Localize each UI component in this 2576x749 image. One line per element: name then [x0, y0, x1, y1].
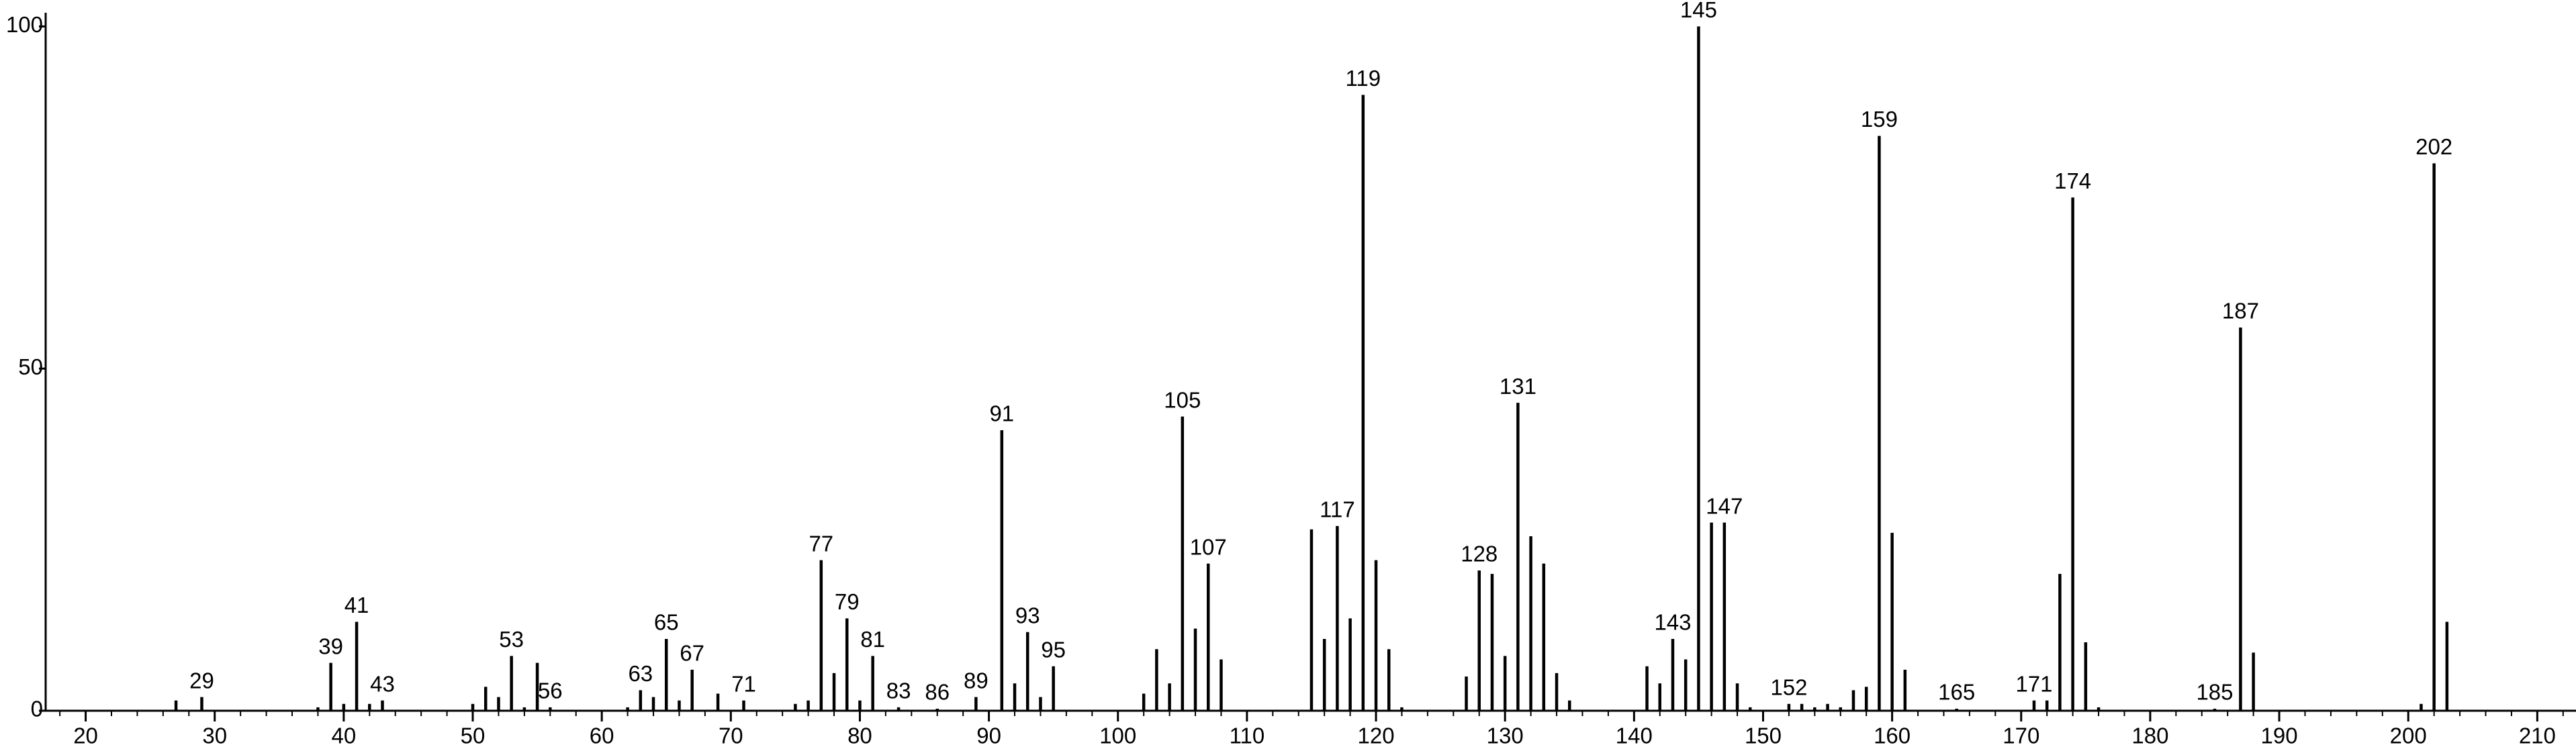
peak-label: 41 [344, 593, 369, 617]
peak-label: 131 [1500, 374, 1536, 399]
peak-label: 89 [964, 668, 988, 693]
x-tick-label: 200 [2390, 723, 2427, 748]
x-tick-label: 80 [847, 723, 872, 748]
peak-label: 105 [1164, 387, 1201, 412]
x-tick-label: 70 [719, 723, 743, 748]
peak-label: 119 [1346, 66, 1381, 91]
peak-label: 71 [731, 671, 756, 696]
x-tick-label: 120 [1358, 723, 1395, 748]
x-tick-label: 180 [2131, 723, 2168, 748]
peak-label: 93 [1015, 603, 1040, 628]
peak-label: 63 [628, 661, 653, 686]
y-tick-label: 50 [18, 354, 43, 379]
peak-label: 147 [1706, 493, 1743, 518]
peak-label: 185 [2196, 680, 2233, 705]
peak-label: 29 [189, 668, 214, 693]
x-tick-label: 160 [1874, 723, 1911, 748]
x-tick-label: 30 [202, 723, 227, 748]
peak-label: 67 [680, 641, 704, 666]
peak-label: 202 [2416, 134, 2452, 159]
peak-label: 187 [2222, 299, 2259, 323]
y-tick-label: 0 [31, 697, 43, 721]
x-tick-label: 60 [590, 723, 614, 748]
peak-label: 145 [1680, 0, 1717, 22]
peak-label: 81 [860, 627, 885, 652]
peak-label: 143 [1654, 610, 1691, 635]
x-tick-label: 110 [1230, 723, 1265, 748]
y-tick-label: 100 [6, 12, 43, 37]
peak-label: 43 [370, 671, 395, 696]
peak-label: 53 [499, 627, 524, 652]
peak-label: 95 [1041, 637, 1066, 662]
peak-label: 79 [835, 589, 860, 614]
peak-label: 117 [1320, 497, 1355, 521]
peak-label: 77 [809, 531, 833, 556]
x-tick-label: 190 [2261, 723, 2298, 748]
x-tick-label: 140 [1616, 723, 1653, 748]
peak-label: 174 [2054, 168, 2091, 193]
x-tick-label: 40 [331, 723, 356, 748]
peak-label: 152 [1770, 675, 1807, 700]
peak-label: 56 [538, 679, 563, 703]
x-tick-label: 210 [2519, 723, 2556, 748]
peak-label: 128 [1461, 542, 1498, 566]
x-tick-label: 100 [1099, 723, 1136, 748]
peak-label: 107 [1190, 535, 1227, 560]
peak-label: 91 [989, 401, 1014, 426]
x-tick-label: 150 [1745, 723, 1782, 748]
x-tick-label: 90 [976, 723, 1001, 748]
x-tick-label: 20 [73, 723, 98, 748]
peak-label: 86 [925, 680, 950, 705]
x-tick-label: 130 [1487, 723, 1524, 748]
peak-label: 83 [886, 679, 911, 703]
peak-label: 159 [1861, 107, 1898, 132]
peak-label: 171 [2015, 671, 2052, 696]
x-tick-label: 170 [2003, 723, 2039, 748]
peak-label: 65 [654, 610, 679, 635]
peak-label: 165 [1938, 680, 1975, 705]
peak-label: 39 [318, 634, 343, 658]
x-tick-label: 50 [461, 723, 486, 748]
